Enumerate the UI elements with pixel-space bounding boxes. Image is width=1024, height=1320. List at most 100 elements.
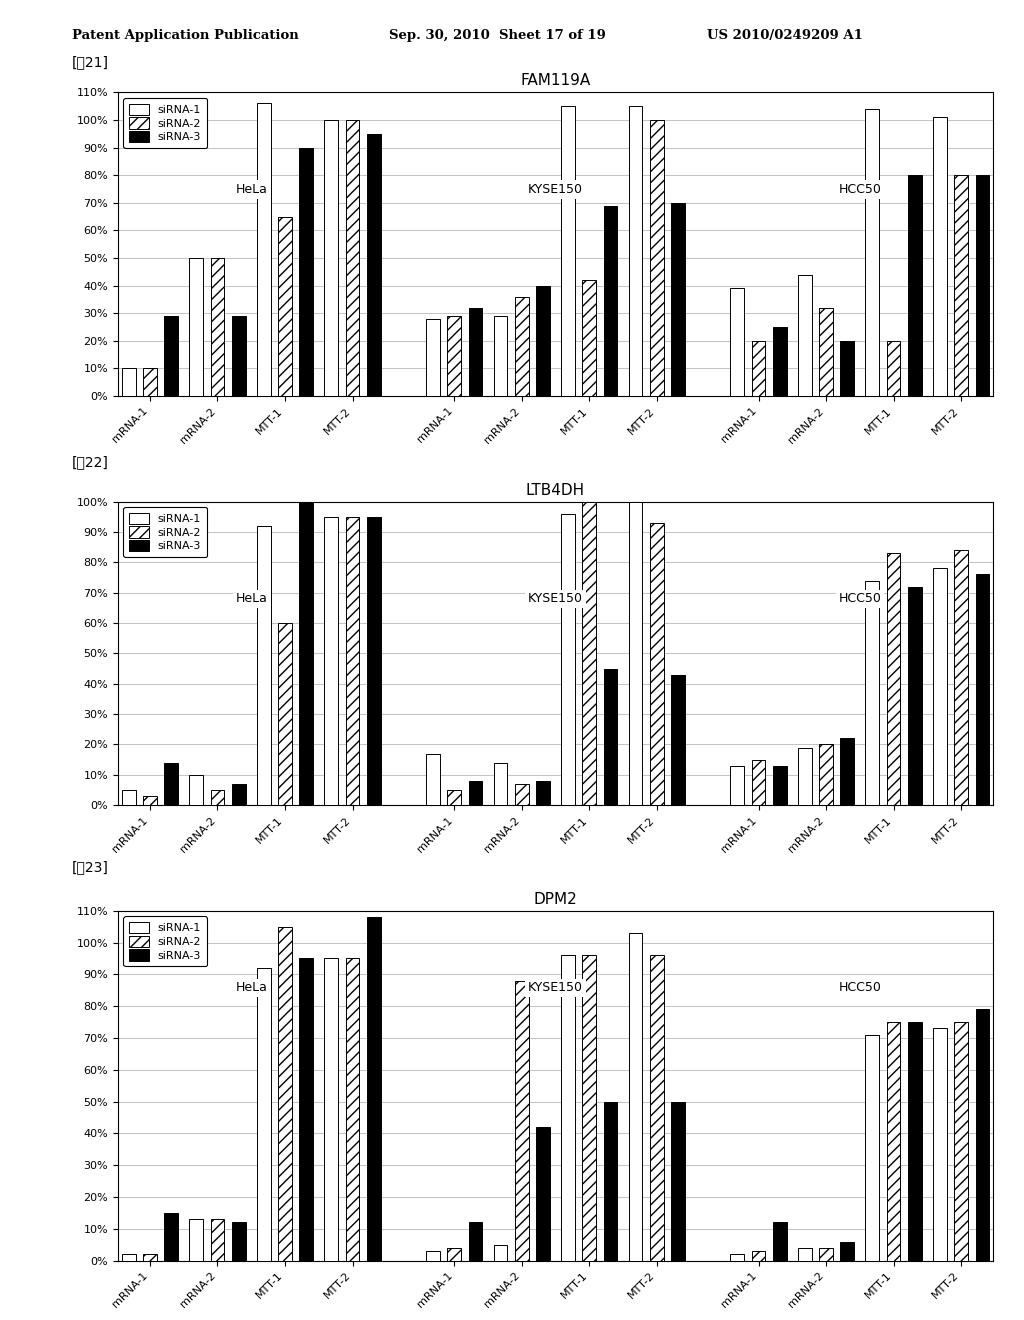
Bar: [325, 516, 338, 805]
Text: HeLa: HeLa: [236, 183, 267, 197]
Bar: [629, 502, 642, 805]
Bar: [841, 341, 854, 396]
Title: FAM119A: FAM119A: [520, 74, 591, 88]
Bar: [143, 796, 157, 805]
Bar: [773, 327, 786, 396]
Bar: [773, 1222, 786, 1261]
Text: HeLa: HeLa: [236, 593, 267, 606]
Bar: [887, 1022, 900, 1261]
Bar: [346, 120, 359, 396]
Bar: [537, 285, 550, 396]
Bar: [650, 523, 664, 805]
Text: HCC50: HCC50: [839, 981, 882, 994]
Bar: [629, 106, 642, 396]
Bar: [426, 1251, 439, 1261]
Bar: [561, 106, 574, 396]
Bar: [841, 738, 854, 805]
Bar: [189, 775, 203, 805]
Bar: [367, 516, 381, 805]
Bar: [231, 1222, 246, 1261]
Bar: [954, 1022, 968, 1261]
Bar: [143, 368, 157, 396]
Bar: [211, 257, 224, 396]
Bar: [299, 148, 313, 396]
Text: HeLa: HeLa: [236, 981, 267, 994]
Bar: [279, 623, 292, 805]
Text: [囲23]: [囲23]: [72, 861, 109, 875]
Bar: [954, 550, 968, 805]
Bar: [887, 553, 900, 805]
Bar: [164, 763, 178, 805]
Bar: [122, 1254, 135, 1261]
Bar: [367, 917, 381, 1261]
Bar: [447, 1247, 461, 1261]
Bar: [650, 956, 664, 1261]
Text: HCC50: HCC50: [839, 183, 882, 197]
Text: KYSE150: KYSE150: [528, 593, 583, 606]
Bar: [469, 308, 482, 396]
Bar: [583, 280, 596, 396]
Bar: [752, 759, 765, 805]
Bar: [954, 176, 968, 396]
Bar: [933, 569, 947, 805]
Legend: siRNA-1, siRNA-2, siRNA-3: siRNA-1, siRNA-2, siRNA-3: [123, 507, 207, 557]
Bar: [976, 1010, 989, 1261]
Bar: [469, 781, 482, 805]
Bar: [494, 315, 507, 396]
Bar: [447, 789, 461, 805]
Bar: [976, 176, 989, 396]
Bar: [469, 1222, 482, 1261]
Bar: [730, 1254, 744, 1261]
Bar: [819, 308, 833, 396]
Bar: [299, 958, 313, 1261]
Bar: [798, 1247, 812, 1261]
Bar: [604, 668, 617, 805]
Bar: [841, 1242, 854, 1261]
Bar: [865, 110, 880, 396]
Bar: [164, 1213, 178, 1261]
Bar: [976, 574, 989, 805]
Bar: [279, 216, 292, 396]
Bar: [257, 103, 270, 396]
Bar: [231, 315, 246, 396]
Bar: [583, 502, 596, 805]
Text: HCC50: HCC50: [839, 593, 882, 606]
Bar: [629, 933, 642, 1261]
Bar: [819, 1247, 833, 1261]
Bar: [257, 525, 270, 805]
Bar: [164, 315, 178, 396]
Bar: [325, 120, 338, 396]
Bar: [561, 513, 574, 805]
Bar: [426, 318, 439, 396]
Bar: [908, 586, 922, 805]
Bar: [865, 581, 880, 805]
Bar: [650, 120, 664, 396]
Bar: [730, 288, 744, 396]
Bar: [604, 1102, 617, 1261]
Bar: [672, 675, 685, 805]
Bar: [426, 754, 439, 805]
Text: [囲21]: [囲21]: [72, 55, 109, 70]
Bar: [537, 781, 550, 805]
Title: DPM2: DPM2: [534, 892, 578, 907]
Bar: [346, 516, 359, 805]
Bar: [537, 1127, 550, 1261]
Bar: [515, 297, 528, 396]
Bar: [143, 1254, 157, 1261]
Bar: [798, 275, 812, 396]
Bar: [773, 766, 786, 805]
Bar: [515, 981, 528, 1261]
Bar: [865, 1035, 880, 1261]
Bar: [257, 968, 270, 1261]
Bar: [211, 789, 224, 805]
Bar: [325, 958, 338, 1261]
Bar: [515, 784, 528, 805]
Bar: [122, 368, 135, 396]
Text: KYSE150: KYSE150: [528, 981, 583, 994]
Text: Patent Application Publication: Patent Application Publication: [72, 29, 298, 42]
Bar: [583, 956, 596, 1261]
Bar: [908, 1022, 922, 1261]
Bar: [494, 1245, 507, 1261]
Bar: [798, 747, 812, 805]
Bar: [887, 341, 900, 396]
